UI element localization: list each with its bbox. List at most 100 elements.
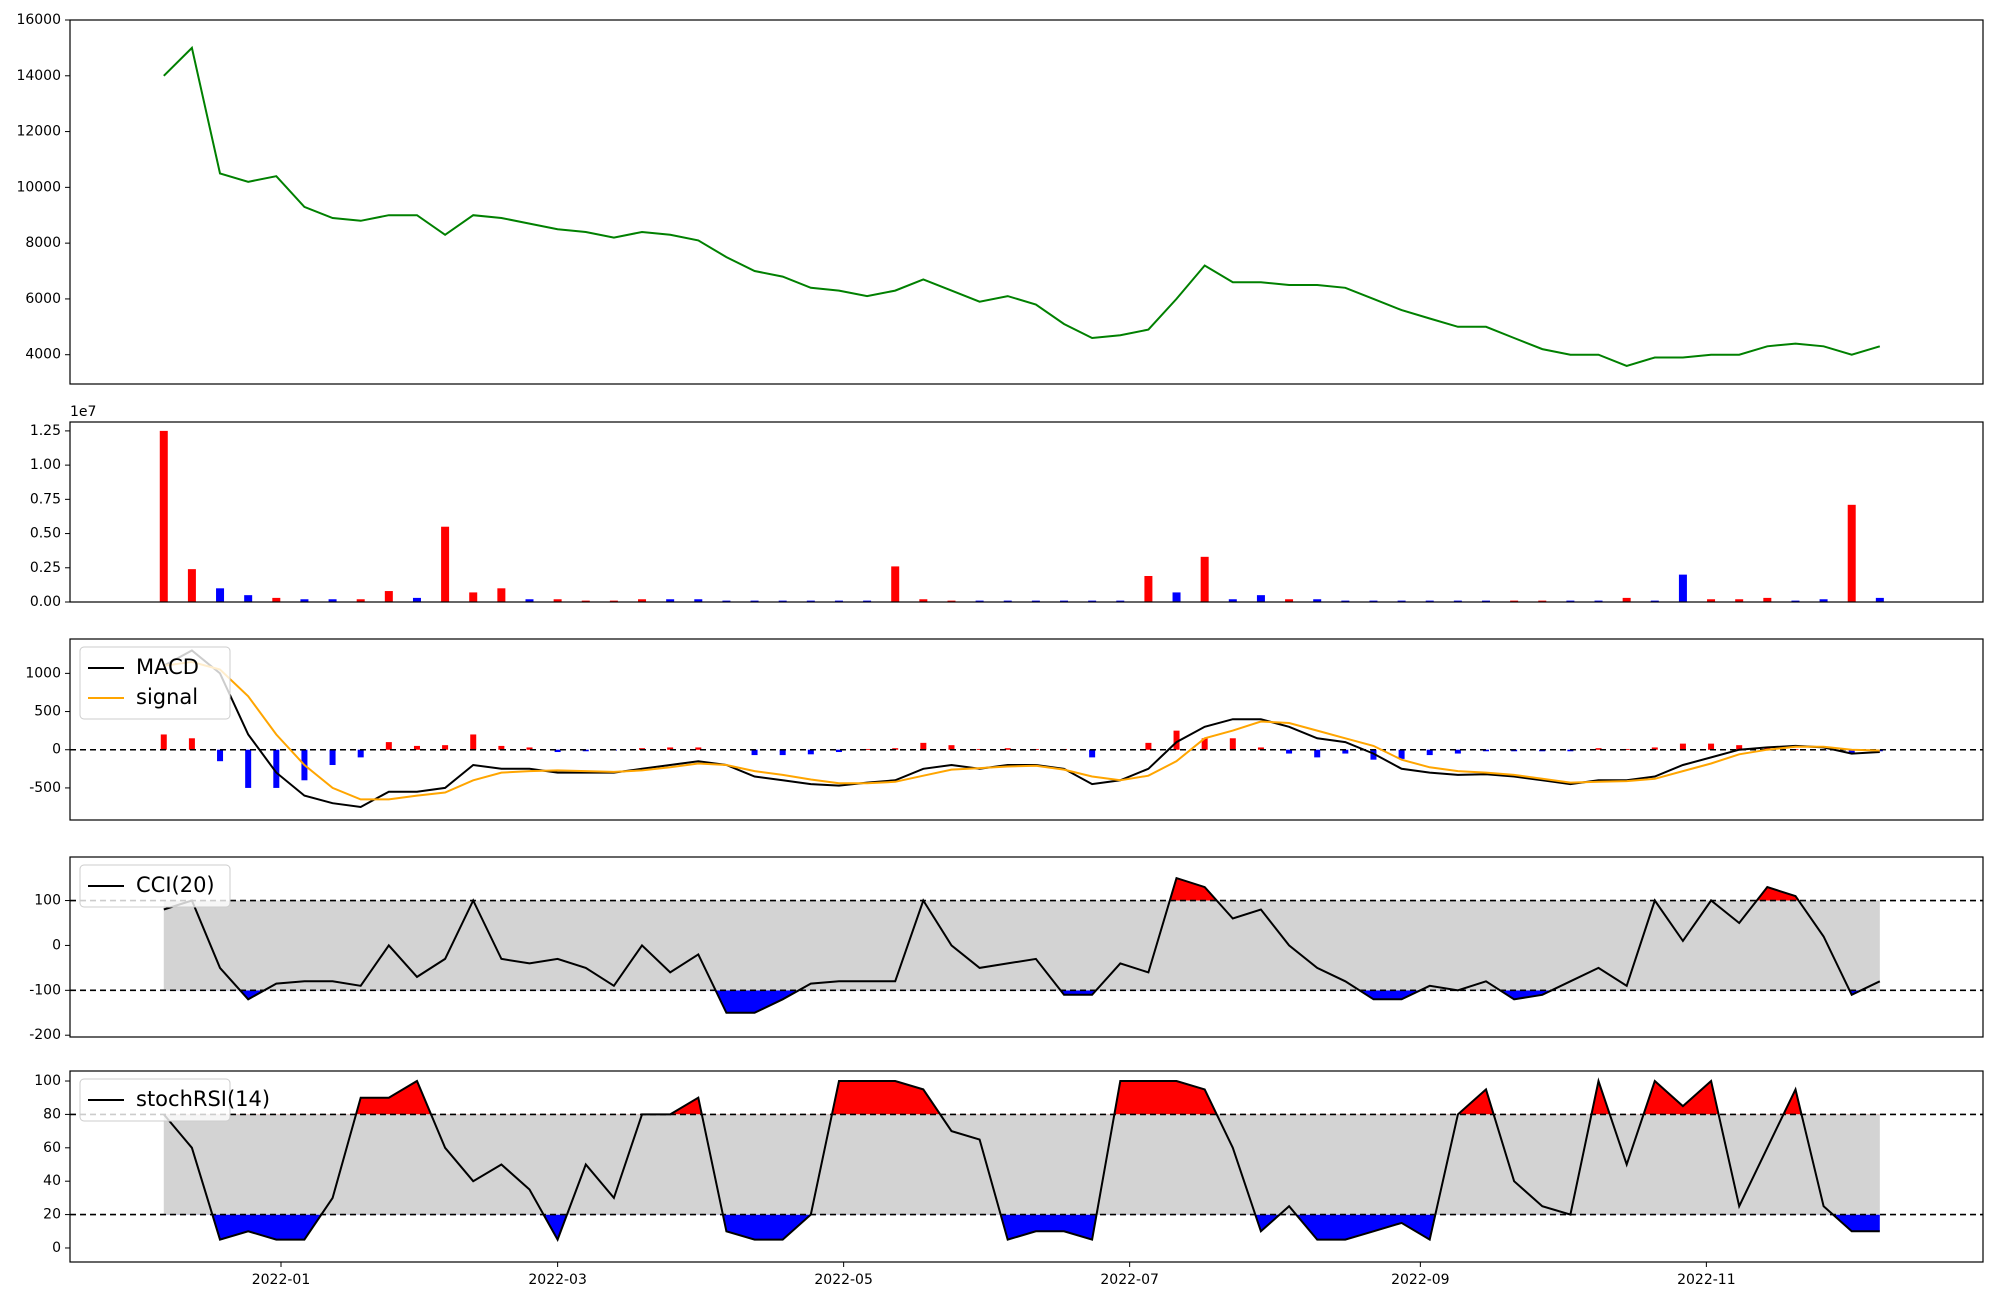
price-line	[163, 45, 1881, 367]
histogram-bar	[1595, 748, 1602, 750]
y-tick-label: 500	[34, 704, 61, 720]
volume-bar	[469, 592, 478, 602]
volume-bar	[1060, 600, 1069, 602]
volume-bar	[1481, 600, 1490, 602]
volume-bar	[1256, 595, 1265, 602]
volume-bar	[919, 599, 928, 602]
histogram-bar	[329, 749, 336, 766]
volume-bar	[244, 595, 253, 602]
legend-label: signal	[136, 685, 198, 709]
histogram-bar	[1708, 743, 1715, 750]
y-tick-label: 0.00	[30, 594, 61, 610]
volume-bar	[1144, 575, 1153, 602]
histogram-bar	[835, 749, 842, 753]
histogram-bar	[1004, 748, 1011, 750]
panel	[163, 45, 1881, 367]
volume-bar	[1453, 600, 1462, 602]
volume-bar	[609, 600, 618, 602]
histogram-bar	[1229, 738, 1236, 750]
volume-bar	[1735, 599, 1744, 602]
y-tick-label: 8000	[25, 235, 61, 251]
volume-bar	[1510, 600, 1519, 602]
x-tick-label: 2022-01	[252, 1272, 311, 1288]
volume-bar	[1397, 600, 1406, 602]
histogram-bar	[1314, 749, 1321, 758]
volume-bar	[1791, 600, 1800, 602]
histogram-bar	[807, 749, 814, 755]
panel	[70, 649, 1983, 809]
histogram-bar	[1679, 743, 1686, 750]
histogram-bar	[1736, 745, 1743, 750]
volume-bar	[553, 599, 562, 602]
volume-bar	[694, 599, 703, 602]
histogram-bar	[1876, 749, 1883, 752]
volume-bar	[1285, 599, 1294, 602]
volume-bar	[328, 599, 337, 602]
panel-frame	[69, 856, 1984, 1038]
volume-bar	[159, 430, 168, 602]
volume-bar	[1678, 574, 1687, 602]
x-tick-label: 2022-09	[1391, 1272, 1450, 1288]
histogram-bar	[498, 745, 505, 750]
histogram-bar	[1257, 747, 1264, 750]
y-tick-label: -200	[29, 1027, 61, 1043]
y-tick-label: 16000	[16, 12, 61, 28]
y-tick-label: -500	[29, 780, 61, 796]
x-tick-label: 2022-05	[814, 1272, 873, 1288]
y-tick-label: -100	[29, 982, 61, 998]
legend-box	[79, 1078, 231, 1122]
panel	[70, 876, 1983, 1014]
volume-bar	[1538, 600, 1547, 602]
histogram-bar	[948, 745, 955, 750]
legend-box	[79, 646, 231, 720]
volume-bar	[497, 588, 506, 602]
x-tick-label: 2022-03	[528, 1272, 587, 1288]
y-tick-label: 1.00	[30, 457, 61, 473]
neutral-band	[163, 900, 1880, 991]
volume-bar	[666, 599, 675, 602]
volume-bar	[863, 600, 872, 602]
histogram-bar	[413, 745, 420, 750]
panel-frame	[69, 19, 1984, 385]
volume-bar	[272, 597, 281, 602]
legend-label: MACD	[136, 655, 199, 679]
legend-box	[79, 864, 231, 908]
y-tick-label: 0.75	[30, 491, 61, 507]
histogram-bar	[1848, 749, 1855, 754]
legend-label: stochRSI(14)	[136, 1087, 270, 1111]
volume-bar	[1566, 600, 1575, 602]
x-tick-label: 2022-07	[1100, 1272, 1159, 1288]
volume-bar	[778, 600, 787, 602]
y-tick-label: 0	[52, 937, 61, 953]
histogram-bar	[667, 747, 674, 750]
y-tick-label: 6000	[25, 291, 61, 307]
x-tick-label: 2022-11	[1677, 1272, 1736, 1288]
volume-bar	[1819, 599, 1828, 602]
volume-bar	[806, 600, 815, 602]
indicator-line	[163, 1077, 1880, 1242]
volume-bar	[1116, 600, 1125, 602]
volume-bar	[638, 599, 647, 602]
indicator-line	[163, 660, 1880, 801]
panel	[159, 430, 1884, 602]
volume-bar	[1200, 556, 1209, 602]
volume-bar	[525, 599, 534, 602]
y-tick-label: 4000	[25, 347, 61, 363]
histogram-bar	[695, 747, 702, 750]
y-tick-label: 100	[34, 1073, 61, 1089]
volume-bar	[1369, 600, 1378, 602]
volume-bar	[216, 588, 225, 602]
histogram-bar	[554, 749, 561, 753]
y-tick-label: 100	[34, 893, 61, 909]
volume-bar	[1707, 599, 1716, 602]
volume-bar	[356, 599, 365, 602]
volume-bar	[1763, 597, 1772, 602]
volume-bar	[947, 600, 956, 602]
volume-bar	[412, 597, 421, 602]
panel	[70, 1077, 1983, 1242]
y-tick-label: 40	[43, 1173, 61, 1189]
axis-offset-label: 1e7	[70, 404, 96, 420]
histogram-bar	[1623, 748, 1630, 750]
volume-bar	[722, 600, 731, 602]
